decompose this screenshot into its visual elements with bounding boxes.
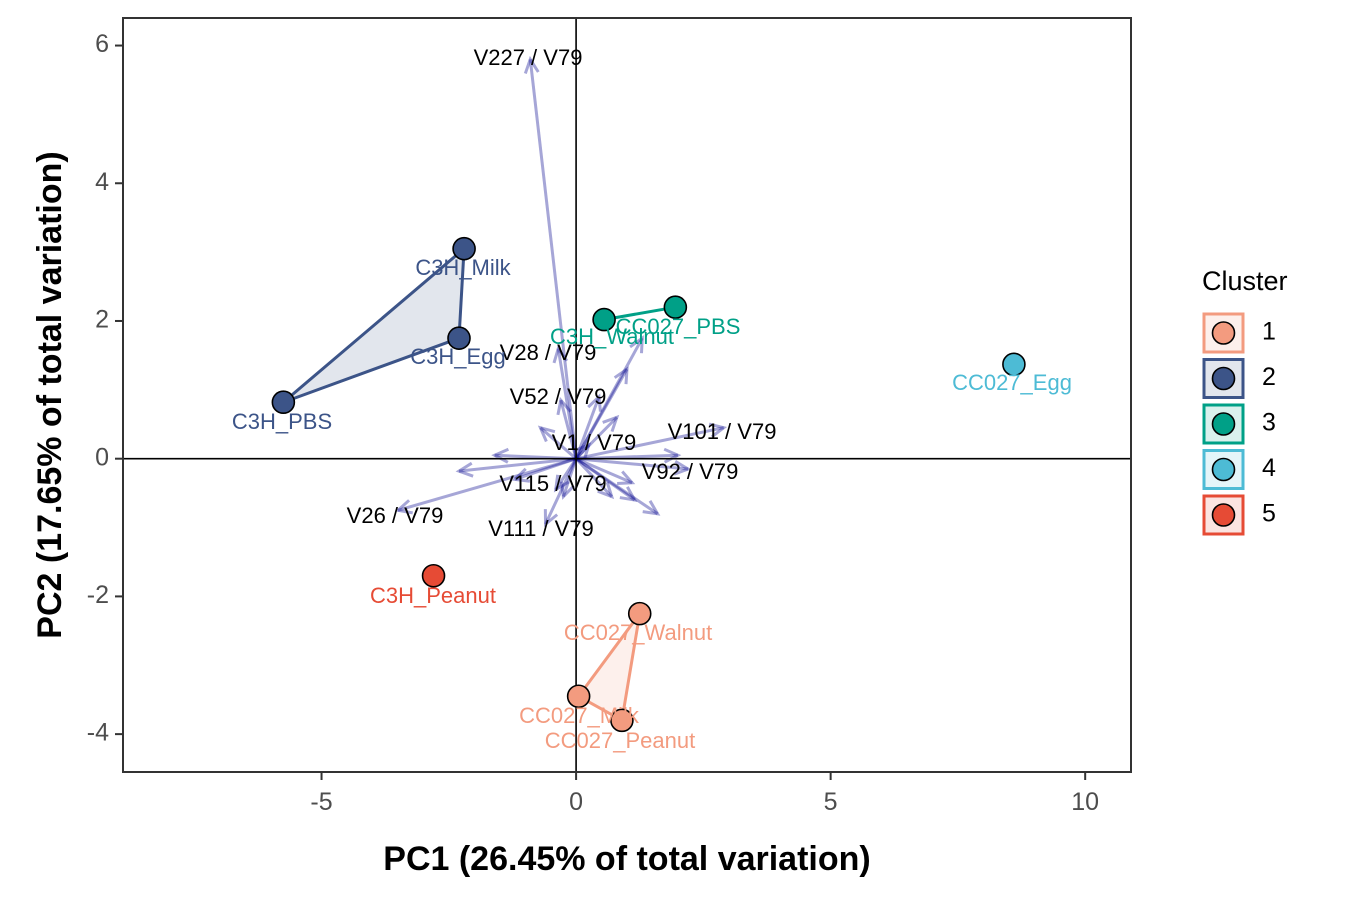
loading-arrow (575, 457, 692, 476)
loading-arrow (559, 458, 578, 500)
y-tick-label: -2 (87, 581, 109, 609)
legend: Cluster 1 2 3 4 5 (1202, 266, 1288, 536)
y-axis-ticks: -4 -2 0 2 4 6 (87, 30, 123, 747)
legend-item: 1 (1202, 312, 1276, 354)
y-tick-label: -4 (87, 719, 109, 747)
legend-item: 4 (1202, 449, 1276, 490)
y-tick-label: 0 (95, 443, 109, 471)
loading-arrow (394, 457, 577, 515)
sample-point (566, 684, 591, 709)
reference-lines (123, 18, 1131, 772)
sample-points (271, 236, 1026, 733)
legend-label: 2 (1262, 363, 1276, 391)
loading-arrows (394, 55, 728, 528)
legend-swatch (1211, 412, 1236, 436)
sample-label: CC027_Peanut (545, 728, 695, 753)
x-tick-label: 10 (1071, 788, 1099, 816)
sample-point (610, 708, 634, 733)
sample-label: C3H_Milk (415, 255, 511, 280)
legend-title: Cluster (1202, 266, 1288, 296)
y-tick-label: 2 (95, 306, 109, 334)
loading-arrow (574, 442, 592, 460)
sample-point (452, 236, 476, 261)
loading-label: V92 / V79 (642, 459, 739, 484)
loading-label: V28 / V79 (500, 340, 597, 365)
legend-swatch (1211, 366, 1236, 391)
loading-label: V227 / V79 (474, 45, 583, 70)
loading-arrow (575, 422, 728, 461)
legend-label: 1 (1262, 318, 1276, 346)
loading-label: V26 / V79 (347, 503, 444, 528)
loading-labels: V227 / V79 V28 / V79 V52 / V79 V101 / V79 V1… (347, 45, 777, 541)
sample-point (271, 390, 296, 415)
cluster-hull-2 (281, 247, 466, 404)
loading-arrow (553, 457, 578, 493)
cluster-hulls (281, 247, 677, 722)
loading-label: V111 / V79 (488, 516, 594, 541)
legend-swatch (1211, 457, 1236, 482)
sample-point (663, 295, 688, 320)
loading-label: V115 / V79 (499, 471, 606, 496)
loading-arrow (574, 393, 602, 460)
loading-arrow (552, 345, 578, 459)
y-axis-title: PC2 (17.65% of total variation) (31, 151, 69, 638)
sample-point (421, 563, 446, 588)
loading-arrow (511, 457, 577, 483)
x-tick-label: 0 (569, 788, 583, 816)
sample-label: C3H_PBS (232, 409, 332, 434)
sample-label: CC027_PBS (616, 314, 741, 339)
x-tick-label: 5 (824, 788, 838, 816)
loading-label: V52 / V79 (510, 384, 607, 409)
loading-arrow (537, 425, 578, 460)
loading-arrow (574, 335, 644, 460)
loading-arrow (455, 457, 577, 478)
loading-arrow (574, 366, 629, 460)
legend-item: 2 (1202, 358, 1276, 399)
x-tick-label: -5 (310, 788, 332, 816)
sample-label: CC027_Walnut (564, 620, 712, 645)
sample-label: C3H_Walnut (550, 324, 674, 349)
loading-arrow (556, 396, 578, 460)
sample-labels: C3H_Milk C3H_Egg C3H_PBS C3H_WalnutCC027_PB… (232, 255, 1072, 753)
y-tick-label: 4 (95, 168, 109, 196)
loading-arrow (575, 457, 661, 516)
sample-label: CC027_Milk (519, 703, 640, 728)
loading-arrow (543, 458, 578, 528)
sample-point (627, 601, 652, 626)
sample-label: C3H_Peanut (370, 583, 496, 608)
legend-label: 5 (1262, 500, 1276, 528)
loading-arrow (575, 457, 638, 502)
legend-item: 3 (1202, 403, 1276, 445)
x-axis-title: PC1 (26.45% of total variation) (383, 840, 870, 878)
loading-label: V101 / V79 (668, 419, 777, 444)
loading-arrow (523, 55, 578, 459)
legend-swatch (1211, 503, 1236, 527)
loading-arrow (575, 414, 620, 460)
legend-label: 3 (1262, 409, 1276, 437)
sample-label: CC027_Egg (952, 370, 1072, 395)
legend-label: 4 (1262, 454, 1276, 482)
x-axis-ticks: -5 0 5 10 (310, 772, 1099, 816)
loading-arrow (575, 457, 636, 485)
sample-point (447, 326, 471, 350)
cluster-hull-1 (577, 612, 642, 722)
y-tick-label: 6 (95, 30, 109, 58)
legend-swatch (1211, 321, 1236, 345)
plot-panel-border (122, 17, 1132, 773)
sample-label: C3H_Egg (410, 344, 505, 369)
sample-point (1002, 352, 1026, 377)
loading-arrow (574, 457, 615, 500)
loading-label: V1 / V79 (552, 430, 636, 455)
legend-item: 5 (1202, 494, 1276, 536)
sample-point (592, 307, 616, 332)
